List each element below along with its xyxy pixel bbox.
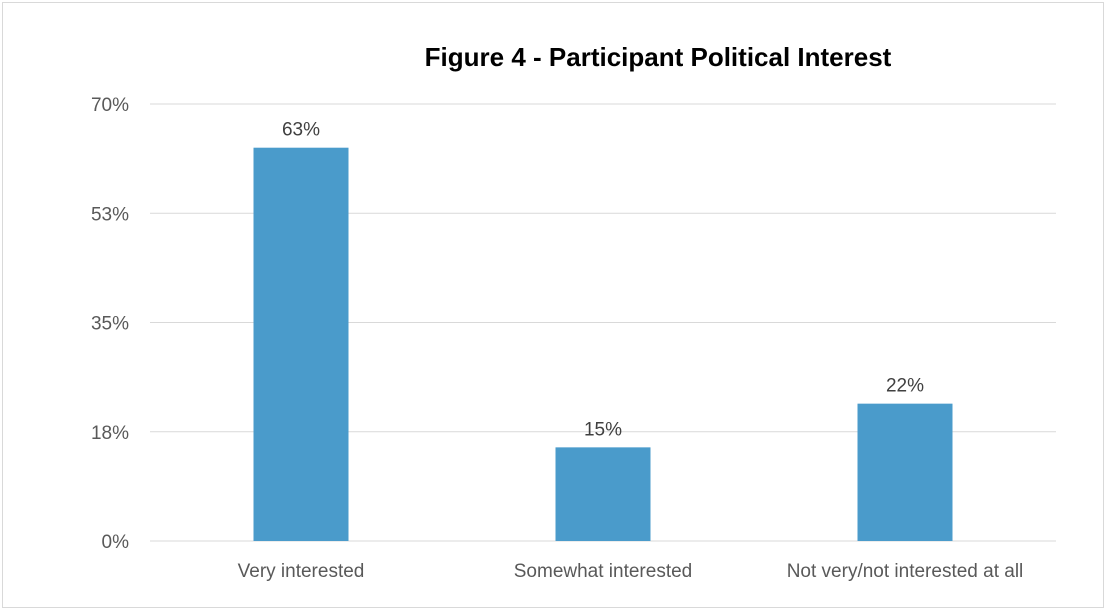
bars — [253, 147, 953, 541]
data-labels: 63% 15% 22% — [282, 120, 924, 441]
y-tick-label: 70% — [91, 95, 129, 116]
y-tick-label: 18% — [91, 423, 129, 444]
chart-title: Figure 4 - Participant Political Interes… — [425, 42, 892, 72]
data-label: 15% — [584, 419, 622, 440]
data-label: 22% — [886, 376, 924, 397]
y-tick-label: 53% — [91, 204, 129, 225]
y-axis-ticks: 0% 18% 35% 53% 70% — [91, 95, 129, 553]
x-axis-categories: Very interested Somewhat interested Not ve… — [238, 561, 1024, 582]
y-tick-label: 35% — [91, 314, 129, 335]
bar — [857, 403, 953, 541]
x-category-label: Not very/not interested at all — [787, 561, 1024, 582]
bar — [555, 447, 651, 541]
x-category-label: Very interested — [238, 561, 365, 582]
y-tick-label: 0% — [102, 532, 130, 553]
bar — [253, 147, 349, 541]
x-category-label: Somewhat interested — [514, 561, 693, 582]
data-label: 63% — [282, 120, 320, 141]
